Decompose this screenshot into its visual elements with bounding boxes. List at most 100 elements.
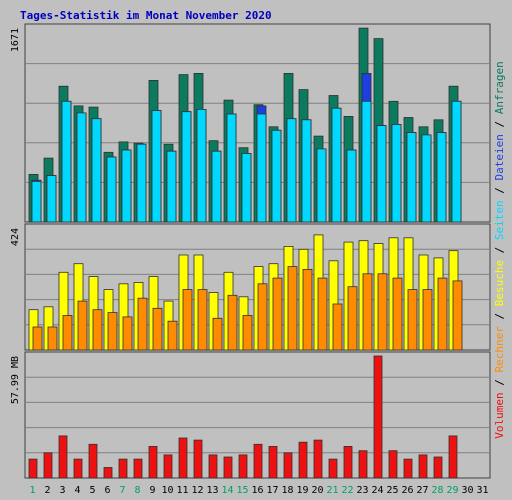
- bar-volumen-day-25: [388, 450, 398, 479]
- chart-panels: [24, 23, 491, 479]
- x-tick-label: 1: [29, 485, 35, 496]
- bar-seiten-day-14: [226, 113, 237, 223]
- bar-seiten-day-11: [181, 111, 192, 223]
- bar-volumen-day-16: [253, 443, 263, 479]
- bar-seiten-day-18: [286, 118, 297, 223]
- bar-rechner-day-7: [122, 316, 133, 351]
- legend-item: Dateien: [493, 134, 506, 180]
- legend-item: Besuche: [493, 260, 506, 306]
- y-max-label-volume: 57.99 MB: [10, 356, 21, 404]
- x-tick-label: 27: [416, 485, 428, 496]
- chart-title: Tages-Statistik im Monat November 2020: [20, 9, 272, 22]
- x-tick-label: 20: [311, 485, 323, 496]
- legend-item: /: [493, 306, 506, 326]
- x-tick-label: 2: [44, 485, 50, 496]
- x-tick-label: 17: [266, 485, 278, 496]
- bar-volumen-day-29: [448, 435, 458, 479]
- bar-seiten-day-26: [406, 132, 417, 223]
- bar-volumen-day-15: [238, 454, 248, 479]
- bar-seiten-day-20: [316, 148, 327, 223]
- bar-volumen-day-22: [343, 445, 353, 479]
- bar-rechner-day-20: [317, 277, 328, 351]
- bar-seiten-day-10: [166, 150, 177, 223]
- x-tick-label: 22: [341, 485, 353, 496]
- bar-volumen-day-9: [148, 445, 158, 479]
- x-tick-label: 24: [371, 485, 383, 496]
- x-tick-label: 7: [119, 485, 125, 496]
- x-tick-label: 14: [221, 485, 233, 496]
- bar-rechner-day-16: [257, 283, 268, 351]
- legend-item: /: [493, 114, 506, 134]
- x-tick-label: 12: [191, 485, 203, 496]
- y-max-label-hits: 1671: [10, 28, 21, 52]
- bar-rechner-day-10: [167, 320, 178, 351]
- bar-volumen-day-24: [373, 355, 383, 479]
- x-tick-label: 23: [356, 485, 368, 496]
- bar-seiten-day-13: [211, 150, 222, 223]
- bar-rechner-day-19: [302, 268, 313, 351]
- bar-rechner-day-2: [47, 326, 58, 351]
- bar-volumen-day-5: [88, 443, 98, 479]
- x-tick-label: 11: [176, 485, 188, 496]
- bar-rechner-day-1: [32, 326, 43, 351]
- y-max-label-visits: 424: [10, 228, 21, 246]
- right-legend: Volumen / Rechner / Besuche / Seiten / D…: [493, 61, 506, 439]
- x-tick-label: 9: [149, 485, 155, 496]
- bar-volumen-day-8: [133, 458, 143, 479]
- x-tick-label: 25: [386, 485, 398, 496]
- bar-volumen-day-14: [223, 456, 233, 479]
- bar-volumen-day-21: [328, 458, 338, 479]
- bar-rechner-day-8: [137, 297, 148, 351]
- y-axis-max-labels: 1671 424 57.99 MB: [10, 28, 21, 404]
- bar-rechner-day-6: [107, 312, 118, 351]
- x-tick-label: 8: [134, 485, 140, 496]
- bar-rechner-day-5: [92, 309, 103, 351]
- bar-volumen-day-27: [418, 454, 428, 479]
- bar-seiten-day-7: [121, 149, 132, 223]
- x-tick-label: 18: [281, 485, 293, 496]
- bar-rechner-day-24: [377, 273, 388, 351]
- bar-seiten-day-1: [31, 180, 42, 223]
- bar-volumen-day-10: [163, 454, 173, 479]
- bar-rechner-day-25: [392, 277, 403, 351]
- bar-volumen-day-4: [73, 458, 83, 479]
- bar-rechner-day-14: [227, 294, 238, 351]
- x-tick-label: 16: [251, 485, 263, 496]
- bar-volumen-day-1: [28, 458, 38, 479]
- bar-seiten-day-12: [196, 109, 207, 223]
- bar-seiten-day-21: [331, 107, 342, 223]
- legend-item: Seiten: [493, 200, 506, 240]
- bar-rechner-day-3: [62, 315, 73, 351]
- x-tick-label: 21: [326, 485, 338, 496]
- bar-volumen-day-18: [283, 452, 293, 479]
- bar-rechner-day-12: [197, 289, 208, 351]
- bar-volumen-day-28: [433, 456, 443, 479]
- series-rechner: [32, 266, 463, 351]
- bar-seiten-day-25: [391, 124, 402, 223]
- x-tick-label: 31: [476, 485, 488, 496]
- legend-item: Volumen: [493, 392, 506, 438]
- bar-volumen-day-13: [208, 454, 218, 479]
- bar-rechner-day-11: [182, 289, 193, 351]
- x-tick-label: 29: [446, 485, 458, 496]
- bar-volumen-day-26: [403, 458, 413, 479]
- bar-volumen-day-20: [313, 439, 323, 479]
- bar-seiten-day-29: [451, 100, 462, 223]
- x-tick-label: 3: [59, 485, 65, 496]
- bar-seiten-day-4: [76, 112, 87, 223]
- bar-seiten-day-9: [151, 110, 162, 223]
- legend-item: Anfragen: [493, 61, 506, 114]
- bar-seiten-day-27: [421, 134, 432, 223]
- bar-volumen-day-3: [58, 435, 68, 479]
- bar-seiten-day-17: [271, 129, 282, 223]
- x-tick-label: 15: [236, 485, 248, 496]
- bar-volumen-day-2: [43, 452, 53, 479]
- bar-rechner-day-17: [272, 277, 283, 351]
- legend-item: Rechner: [493, 326, 506, 373]
- x-tick-label: 4: [74, 485, 80, 496]
- x-tick-label: 28: [431, 485, 443, 496]
- x-tick-label: 26: [401, 485, 413, 496]
- panel-visits: [24, 223, 491, 351]
